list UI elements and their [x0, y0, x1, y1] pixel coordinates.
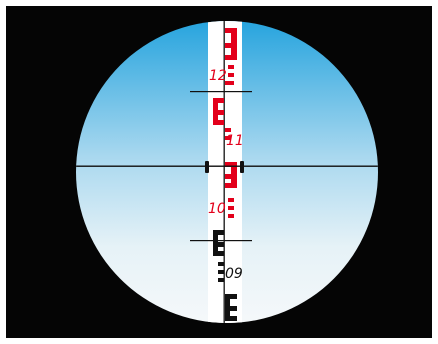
staff-graduations-red — [213, 28, 237, 218]
crosshair-mark-right — [240, 161, 244, 173]
staff-graduations-black — [213, 230, 237, 321]
stadia-line-lower — [190, 240, 252, 242]
crosshair-horizontal — [76, 165, 378, 167]
staff-label-09: 09 — [225, 266, 243, 282]
crosshair-mark-left — [205, 161, 209, 173]
staff-label-12: 12 — [209, 68, 227, 84]
staff-label-11: 11 — [226, 133, 244, 149]
stadia-line-upper — [190, 91, 252, 93]
staff-label-10: 10 — [208, 201, 226, 217]
staff-center-line — [223, 21, 225, 323]
